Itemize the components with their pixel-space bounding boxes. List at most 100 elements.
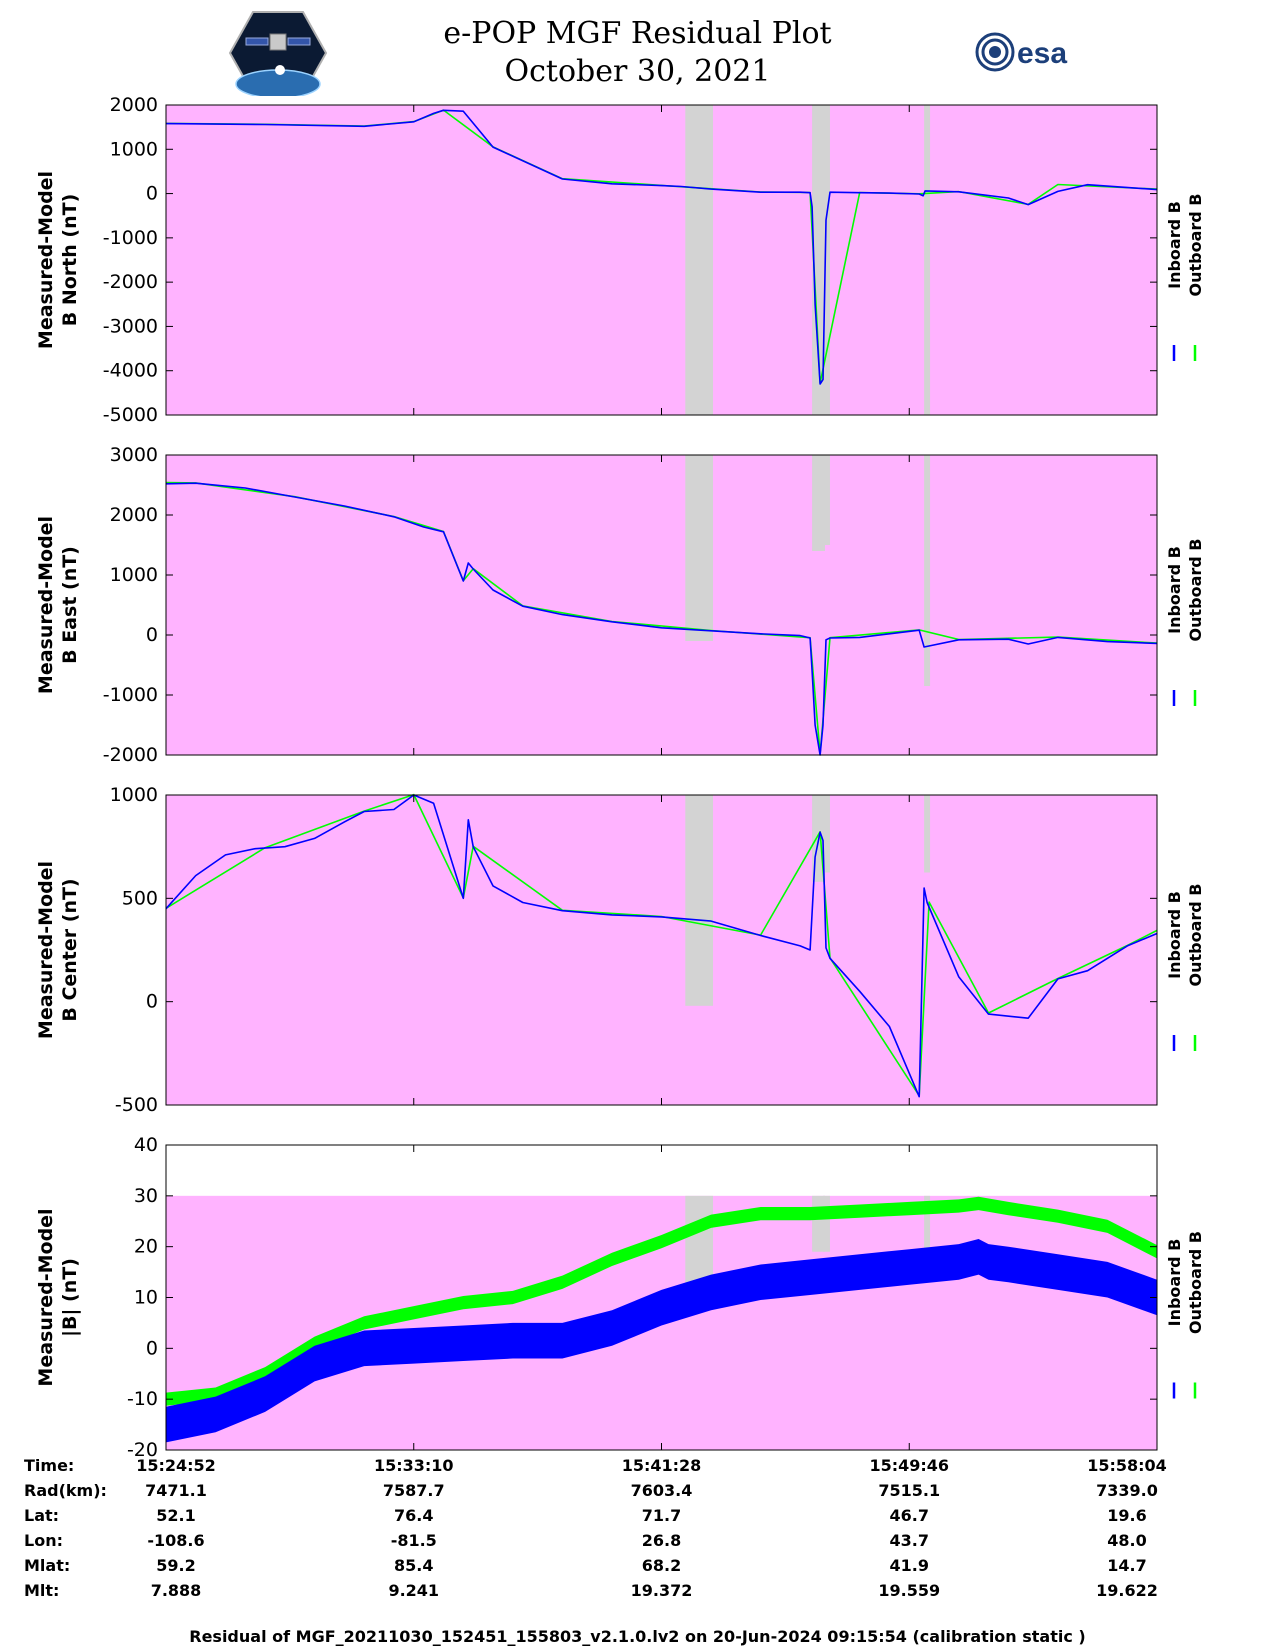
info-cell: 15:24:52 xyxy=(136,1456,216,1475)
panel-2-ytick-label: 1000 xyxy=(110,784,158,806)
panel-2-data-gap-2 xyxy=(823,795,830,873)
panel-3-ytick-label: 30 xyxy=(134,1185,158,1207)
panel-1-legend-label: Outboard B xyxy=(1186,539,1205,642)
panel-2-ylabel: B Center (nT) xyxy=(59,878,81,1021)
panel-1-background xyxy=(166,455,1157,755)
panel-0-data-gap-1 xyxy=(812,105,826,415)
info-cell: 52.1 xyxy=(156,1506,196,1525)
panel-0-data-gap-2 xyxy=(823,105,830,415)
panel-0-ylabel: Measured-Model xyxy=(35,171,57,349)
panel-3-ytick-label: 20 xyxy=(134,1236,158,1258)
panel-3-series-inboard-b xyxy=(166,1239,1157,1443)
panel-1-data-gap-0 xyxy=(685,455,714,641)
panel-2-series-inboard-b xyxy=(165,794,1158,1098)
panel-3-series-outboard-b xyxy=(166,1196,1157,1406)
info-cell: 85.4 xyxy=(394,1556,434,1575)
panel-3-ylabel: Measured-Model xyxy=(35,1208,57,1386)
panel-1-series-inboard-b xyxy=(165,482,1158,756)
panel-2-ylabel: Measured-Model xyxy=(35,861,57,1039)
panel-0-legend-label: Inboard B xyxy=(1165,201,1184,289)
panel-0-background xyxy=(166,105,1157,415)
panel-1-ytick-label: 2000 xyxy=(110,504,158,526)
info-cell: 7515.1 xyxy=(878,1481,941,1500)
panel-2-data-gap-0 xyxy=(685,795,714,1006)
panel-3-ytick-label: -20 xyxy=(127,1439,158,1461)
info-cell: 19.6 xyxy=(1107,1506,1147,1525)
info-cell: -81.5 xyxy=(390,1531,437,1550)
esa-logo-text: esa xyxy=(1017,37,1067,70)
panel-3-legend-label: Inboard B xyxy=(1165,1239,1184,1327)
panel-0-data-gap-3 xyxy=(924,105,931,415)
panel-1-ytick-label: -2000 xyxy=(103,744,158,766)
info-cell: 7471.1 xyxy=(145,1481,207,1500)
info-cell: 7.888 xyxy=(150,1581,202,1600)
info-cell: 15:49:46 xyxy=(869,1456,950,1475)
info-cell: 9.241 xyxy=(388,1581,440,1600)
panel-0-ylabel: B North (nT) xyxy=(59,194,81,327)
info-cell: 71.7 xyxy=(641,1506,682,1525)
footer-caption: Residual of MGF_20211030_152451_155803_v… xyxy=(189,1627,1086,1646)
panel-0-series-inboard-b xyxy=(165,109,1158,385)
panel-1-data-gap-3 xyxy=(924,455,931,686)
panel-1-ylabel: Measured-Model xyxy=(35,516,57,694)
panel-2-legend-label: Inboard B xyxy=(1165,891,1184,979)
esa-logo: esa xyxy=(975,32,1067,72)
panel-0-ytick-label: 0 xyxy=(146,183,158,205)
info-cell: 43.7 xyxy=(889,1531,929,1550)
panel-0-ytick-label: 1000 xyxy=(110,138,158,160)
info-cell: 15:33:10 xyxy=(373,1456,454,1475)
panel-1-data-gap-2 xyxy=(823,455,830,545)
panel-0-ytick-label: -5000 xyxy=(103,404,158,426)
chart-title: e-POP MGF Residual Plot xyxy=(443,16,832,51)
info-cell: 48.0 xyxy=(1107,1531,1147,1550)
panel-2-data-gap-3 xyxy=(924,795,931,873)
panel-1-legend-label: Inboard B xyxy=(1165,546,1184,634)
panel-2-ytick-label: 0 xyxy=(146,991,158,1013)
info-cell: 41.9 xyxy=(889,1556,929,1575)
info-cell: 19.372 xyxy=(630,1581,693,1600)
panel-0-ytick-label: -1000 xyxy=(103,227,158,249)
info-row-label: Lon: xyxy=(24,1531,63,1550)
panel-1-ytick-label: 0 xyxy=(146,624,158,646)
chart-date: October 30, 2021 xyxy=(504,54,771,89)
panel-2-background xyxy=(166,795,1157,1105)
panel-0-ytick-label: 2000 xyxy=(110,94,158,116)
panel-0-legend-label: Outboard B xyxy=(1186,194,1205,297)
info-cell: 19.622 xyxy=(1096,1581,1158,1600)
panel-3-ytick-label: 10 xyxy=(134,1287,158,1309)
panel-3-ytick-label: -10 xyxy=(127,1388,158,1410)
panel-2-ytick-label: 500 xyxy=(122,887,158,909)
info-row-label: Mlat: xyxy=(24,1556,71,1575)
info-cell: 59.2 xyxy=(156,1556,196,1575)
panel-1-ylabel: B East (nT) xyxy=(59,546,81,664)
info-cell: 14.7 xyxy=(1107,1556,1147,1575)
panel-0-ytick-label: -2000 xyxy=(103,271,158,293)
info-cell: 26.8 xyxy=(641,1531,682,1550)
info-row-label: Mlt: xyxy=(24,1581,60,1600)
panel-3-ylabel: |B| (nT) xyxy=(59,1258,81,1337)
panel-3-ytick-label: 40 xyxy=(134,1134,158,1156)
info-row-label: Lat: xyxy=(24,1506,60,1525)
info-cell: 19.559 xyxy=(878,1581,941,1600)
info-cell: 15:41:28 xyxy=(621,1456,702,1475)
info-cell: 7603.4 xyxy=(630,1481,693,1500)
info-cell: 68.2 xyxy=(641,1556,682,1575)
info-cell: 15:58:04 xyxy=(1087,1456,1167,1475)
cassiope-satellite-logo xyxy=(228,11,328,96)
panel-0-data-gap-0 xyxy=(685,105,714,415)
panel-3-ytick-label: 0 xyxy=(146,1337,158,1359)
panel-1-ytick-label: 1000 xyxy=(110,564,158,586)
info-cell: -108.6 xyxy=(147,1531,205,1550)
panel-3-data-gap-3 xyxy=(924,1195,931,1252)
panel-1-data-gap-1 xyxy=(812,455,826,551)
panel-1-ytick-label: 3000 xyxy=(110,444,158,466)
panel-1-ytick-label: -1000 xyxy=(103,684,158,706)
info-cell: 7587.7 xyxy=(382,1481,445,1500)
panel-2-ytick-label: -500 xyxy=(115,1094,158,1116)
panel-0-ytick-label: -3000 xyxy=(103,315,158,337)
info-row-label: Time: xyxy=(24,1456,75,1475)
info-cell: 46.7 xyxy=(889,1506,929,1525)
panel-2-legend-label: Outboard B xyxy=(1186,884,1205,987)
info-row-label: Rad(km): xyxy=(24,1481,107,1500)
